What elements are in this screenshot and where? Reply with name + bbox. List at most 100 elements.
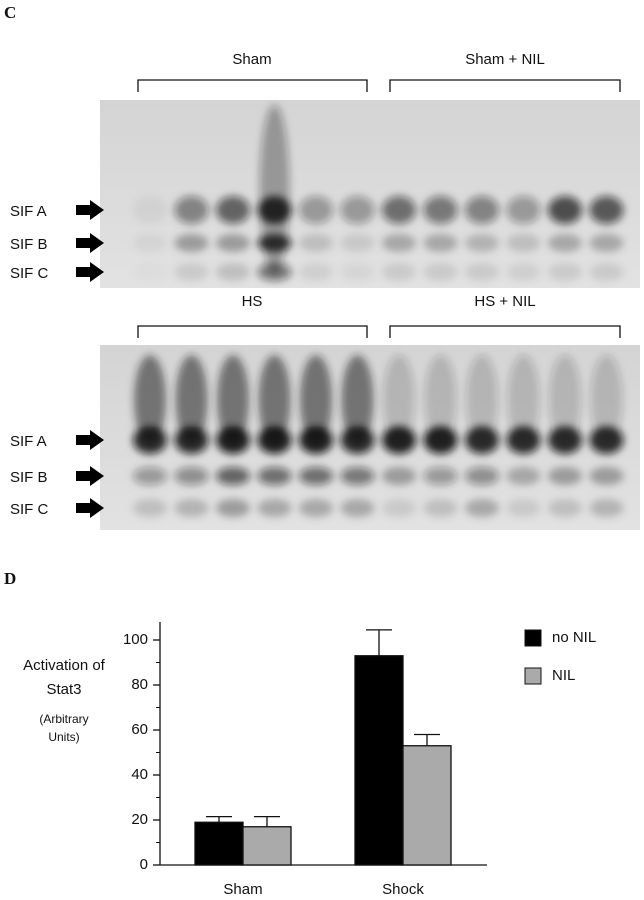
- gel-band: [589, 263, 624, 281]
- gel-band: [423, 426, 458, 454]
- gel-band: [506, 467, 541, 485]
- gel-band: [216, 196, 250, 224]
- gel-band: [382, 196, 416, 224]
- gel-smear: [590, 355, 623, 445]
- band-label: SIF B: [10, 236, 48, 253]
- group-label: Sham + NIL: [465, 51, 545, 68]
- gel-band: [340, 426, 375, 454]
- gel-band: [174, 196, 209, 224]
- gel-band: [465, 499, 499, 517]
- gel-band: [340, 467, 375, 485]
- band-label: SIF A: [10, 203, 47, 220]
- gel-band: [506, 234, 541, 252]
- gel-lanes: [133, 105, 624, 281]
- arrow: [76, 498, 104, 518]
- gel-band: [257, 499, 292, 517]
- gel-smear: [341, 355, 374, 445]
- y-tick-label: 20: [131, 811, 148, 828]
- gel-band: [506, 196, 541, 224]
- gel-band: [382, 467, 416, 485]
- band-label: SIF A: [10, 433, 47, 450]
- gel-band: [257, 467, 292, 485]
- gel-band: [174, 426, 209, 454]
- gel-band: [299, 499, 333, 517]
- bar: [194, 821, 244, 866]
- gel-smear: [466, 355, 498, 445]
- gel-band: [174, 263, 209, 281]
- gel-smear: [549, 355, 581, 445]
- gel-band: [299, 263, 333, 281]
- gel-band: [589, 196, 624, 224]
- gel-band: [299, 426, 333, 454]
- bar: [354, 655, 404, 866]
- gel-band: [589, 234, 624, 252]
- bar: [402, 745, 452, 866]
- gel-band: [382, 499, 416, 517]
- band-label: SIF C: [10, 265, 49, 282]
- group-label: HS: [242, 293, 263, 310]
- gel-band: [299, 196, 333, 224]
- gel-band: [423, 467, 458, 485]
- legend-label: no NIL: [552, 629, 596, 646]
- gel-smear: [175, 355, 208, 445]
- gel-band: [340, 263, 375, 281]
- y-tick-label: 80: [131, 676, 148, 693]
- gel-smear: [424, 355, 457, 445]
- y-tick-label: 60: [131, 721, 148, 738]
- y-axis-note: Units): [48, 730, 79, 744]
- gel-band: [257, 234, 292, 252]
- gel-band: [174, 499, 209, 517]
- gel-band: [257, 196, 292, 224]
- gel-lanes: [133, 355, 624, 517]
- y-axis-label: Activation of: [23, 657, 106, 674]
- bracket: [137, 325, 368, 338]
- gel-images: Sham Sham + NIL SIF A SIF B SIF C HS HS + NIL S…: [10, 51, 640, 530]
- arrow: [76, 466, 104, 486]
- arrow: [76, 430, 104, 450]
- gel-band: [340, 196, 375, 224]
- gel-smear: [217, 355, 249, 445]
- gel-band: [506, 499, 541, 517]
- bracket: [389, 325, 621, 338]
- legend-swatch: [524, 629, 542, 647]
- gel-band: [465, 467, 499, 485]
- gel-band: [216, 499, 250, 517]
- gel-band: [133, 499, 167, 517]
- gel-smear: [259, 105, 290, 275]
- gel-smear: [258, 355, 291, 445]
- bracket: [137, 79, 368, 92]
- gel-band: [216, 234, 250, 252]
- gel-band: [506, 263, 541, 281]
- group-label: Sham: [232, 51, 271, 68]
- gel-band: [216, 263, 250, 281]
- gel-band: [423, 263, 458, 281]
- group-label: HS + NIL: [474, 293, 535, 310]
- gel-band: [299, 234, 333, 252]
- gel-band: [548, 467, 582, 485]
- gel-background: [100, 100, 640, 288]
- gel-band: [548, 196, 582, 224]
- gel-band: [382, 234, 416, 252]
- gel-smear: [300, 355, 332, 445]
- y-axis-note: (Arbitrary: [39, 712, 88, 726]
- band-label: SIF B: [10, 469, 48, 486]
- gel-band: [548, 263, 582, 281]
- gel-band: [133, 263, 167, 281]
- gel-band: [548, 426, 582, 454]
- gel-band: [423, 234, 458, 252]
- gel-band: [506, 426, 541, 454]
- gel-band: [465, 426, 499, 454]
- y-tick-label: 100: [123, 631, 148, 648]
- gel-band: [589, 467, 624, 485]
- gel-band: [465, 234, 499, 252]
- gel-band: [133, 426, 167, 454]
- gel-band: [133, 234, 167, 252]
- y-tick-label: 40: [131, 766, 148, 783]
- gel-band: [465, 263, 499, 281]
- gel-band: [423, 196, 458, 224]
- x-tick-label: Sham: [223, 881, 262, 898]
- band-label: SIF C: [10, 501, 49, 518]
- gel-band: [299, 467, 333, 485]
- bar: [242, 826, 292, 866]
